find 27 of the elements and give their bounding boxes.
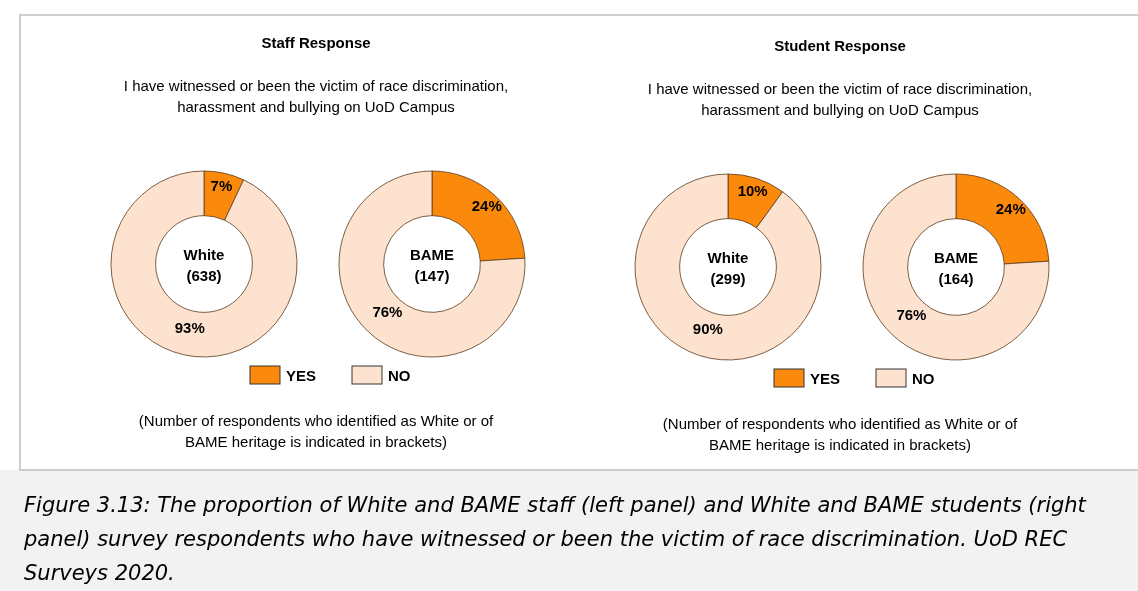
chart-subtitle: I have witnessed or been the victim of race discrimination, harassment and bullying on UoD Campus <box>123 77 509 115</box>
data-label: 10% <box>737 182 768 200</box>
data-label: 24% <box>471 197 502 215</box>
donut-slice <box>110 170 298 358</box>
text: White (299) <box>707 248 749 287</box>
caption: Figure 3.13: The proportion of White and BAME staff (left panel) and White and BAME students (right panel) survey respondents who have witnessed or been the victim of race discrimination. UoD REC Surveys 2020. <box>23 493 1087 585</box>
legend-label: NO <box>912 370 935 387</box>
chart-title: Student Response <box>774 37 906 54</box>
data-label: 93% <box>174 319 205 337</box>
data-label: 76% <box>896 305 927 323</box>
text: BAME (164) <box>933 248 979 287</box>
data-label: 90% <box>692 320 723 338</box>
text: (Number of respondents who identified as White or of BAME heritage is indicated in brackets) <box>662 415 1018 453</box>
donut-slice <box>634 173 822 361</box>
legend-label: YES <box>286 367 317 384</box>
data-label: 76% <box>372 302 403 320</box>
chart-title: Staff Response <box>261 34 371 51</box>
text: (Number of respondents who identified as White or of BAME heritage is indicated in brackets) <box>138 412 494 450</box>
text: White (638) <box>183 245 225 284</box>
text: BAME (147) <box>409 245 455 284</box>
data-label: 24% <box>995 200 1026 218</box>
donut-slice <box>862 173 1050 361</box>
legend-label: YES <box>810 370 841 387</box>
chart-subtitle: I have witnessed or been the victim of race discrimination, harassment and bullying on UoD Campus <box>647 80 1033 118</box>
legend-label: NO <box>388 367 411 384</box>
donut-slice <box>338 170 526 358</box>
data-label: 7% <box>210 177 233 195</box>
